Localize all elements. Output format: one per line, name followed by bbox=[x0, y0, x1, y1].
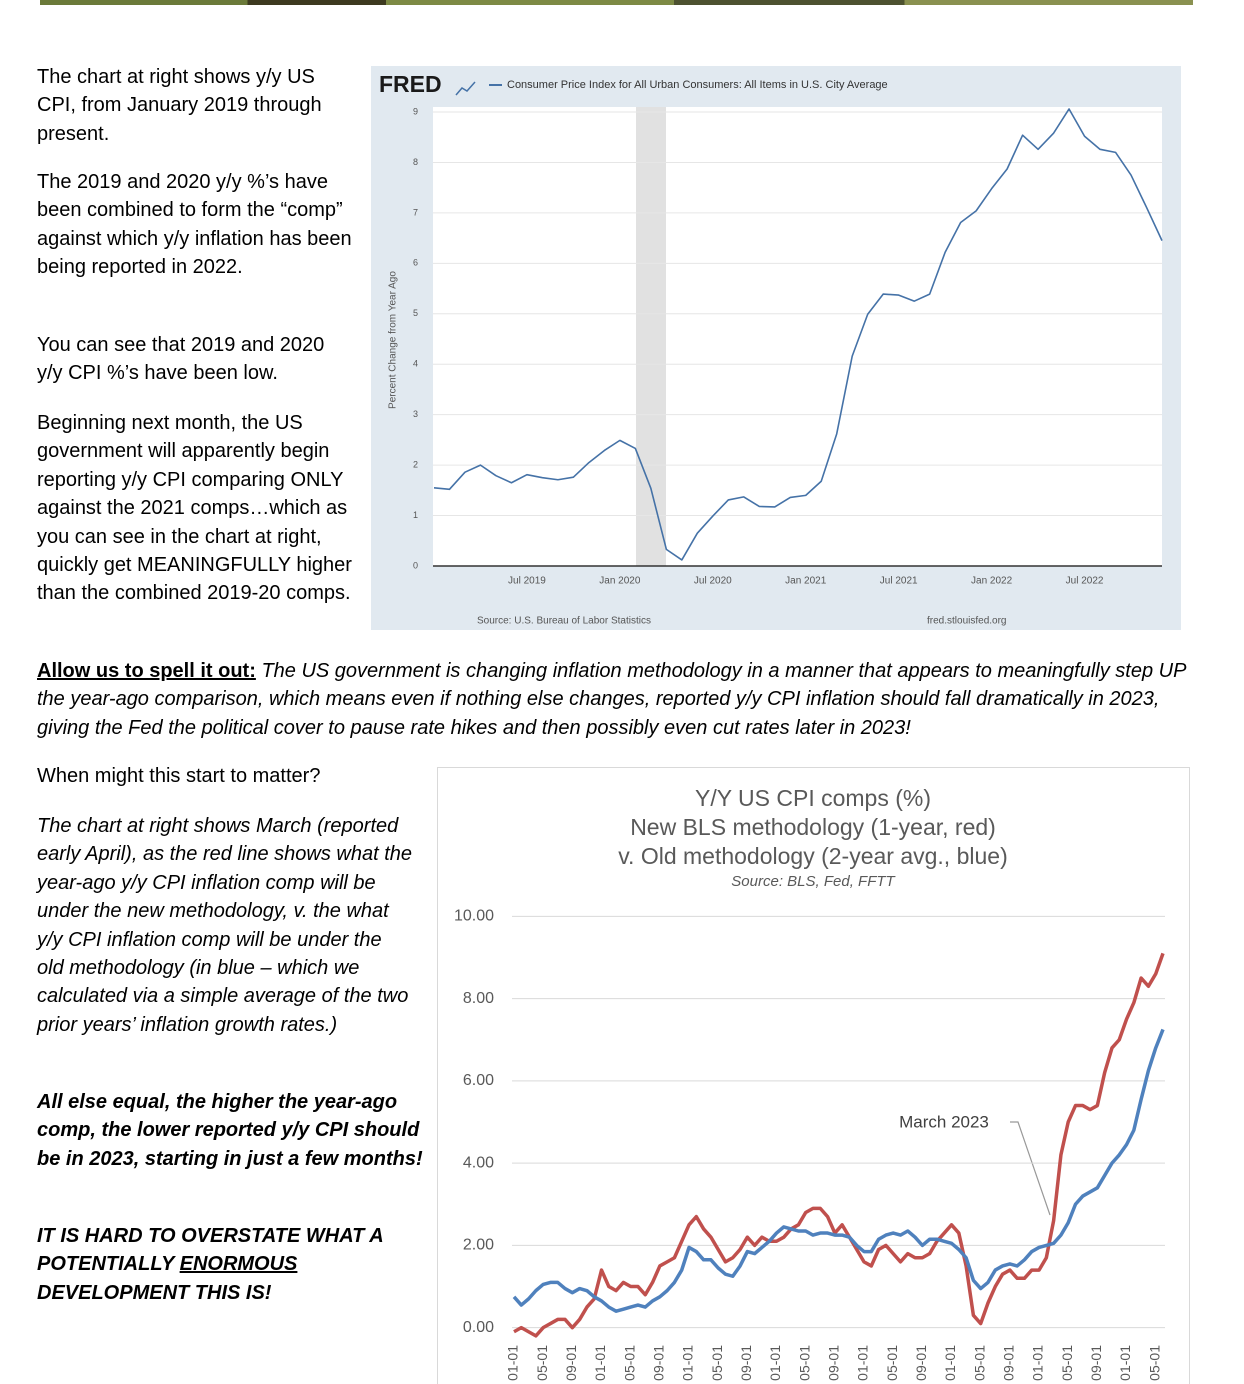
callout-lead: Allow us to spell it out: bbox=[37, 660, 256, 682]
paragraph: The chart at right shows March (reported… bbox=[37, 815, 412, 1036]
x-tick-label: 09-01 bbox=[826, 1345, 842, 1381]
annotation-leader bbox=[1010, 1121, 1051, 1216]
fred-logo: FRED bbox=[379, 71, 442, 97]
claim: All else equal, the higher the year-ago … bbox=[37, 1091, 423, 1170]
callout-body: The US government is changing inflation … bbox=[37, 660, 1186, 739]
x-tick-label: 01-01 bbox=[767, 1345, 783, 1381]
annotation: March 2023 bbox=[899, 1112, 989, 1131]
x-tick-label: Jan 2021 bbox=[785, 576, 827, 587]
closing-text: IT IS HARD TO OVERSTATE WHAT A POTENTIAL… bbox=[37, 1225, 383, 1276]
paragraph: The chart at right shows y/y US CPI, fro… bbox=[37, 66, 322, 145]
x-tick-label: 01-01 bbox=[855, 1345, 871, 1381]
y-tick-label: 2.00 bbox=[463, 1237, 494, 1254]
x-tick-label: Jul 2021 bbox=[880, 576, 918, 587]
x-tick-label: 01-01 bbox=[592, 1345, 608, 1381]
x-tick-label: 01-01 bbox=[1117, 1345, 1133, 1381]
x-tick-label: Jan 2022 bbox=[971, 576, 1013, 587]
y-tick-label: 9 bbox=[413, 106, 418, 116]
x-tick-label: 05-01 bbox=[1146, 1345, 1162, 1381]
y-tick-label: 8.00 bbox=[463, 990, 494, 1007]
x-tick-label: 01-01 bbox=[680, 1345, 696, 1381]
y-tick-label: 4.00 bbox=[463, 1154, 494, 1171]
x-tick-label: 01-01 bbox=[942, 1345, 958, 1381]
y-tick-label: 1 bbox=[413, 510, 418, 520]
x-tick-label: 01-01 bbox=[1030, 1345, 1046, 1381]
fred-plot bbox=[433, 107, 1162, 566]
chart-title: v. Old methodology (2-year avg., blue) bbox=[618, 843, 1007, 869]
fred-icon bbox=[455, 81, 476, 96]
series-line bbox=[512, 1028, 1165, 1313]
x-tick-label: 05-01 bbox=[796, 1345, 812, 1381]
y-tick-label: 8 bbox=[413, 157, 418, 167]
y-tick-label: 0 bbox=[413, 560, 418, 570]
x-tick-label: 05-01 bbox=[884, 1345, 900, 1381]
x-tick-label: 09-01 bbox=[651, 1345, 667, 1381]
x-tick-label: 01-01 bbox=[505, 1345, 521, 1381]
source: Source: U.S. Bureau of Labor Statistics bbox=[477, 616, 651, 627]
series-line bbox=[433, 108, 1163, 561]
x-tick-label: 05-01 bbox=[621, 1345, 637, 1381]
y-tick-label: 2 bbox=[413, 459, 418, 469]
y-tick-label: 7 bbox=[413, 207, 418, 217]
x-tick-label: Jul 2022 bbox=[1066, 576, 1104, 587]
x-tick-label: 09-01 bbox=[1088, 1345, 1104, 1381]
comps-frame bbox=[437, 767, 1190, 1384]
y-axis-label: Percent Change from Year Ago bbox=[388, 271, 399, 409]
question: When might this start to matter? bbox=[37, 765, 321, 787]
x-tick-label: Jan 2020 bbox=[599, 576, 641, 587]
y-tick-label: 6.00 bbox=[463, 1072, 494, 1089]
chart-subtitle: Source: BLS, Fed, FFTT bbox=[731, 873, 896, 890]
legend-label: Consumer Price Index for All Urban Consu… bbox=[507, 79, 888, 91]
header-photo bbox=[40, 0, 1193, 5]
x-tick-label: Jul 2020 bbox=[694, 576, 732, 587]
source-url: fred.stlouisfed.org bbox=[927, 616, 1007, 627]
chart-title: Y/Y US CPI comps (%) bbox=[695, 785, 931, 811]
y-tick-label: 3 bbox=[413, 409, 418, 419]
y-tick-label: 4 bbox=[413, 359, 418, 369]
x-tick-label: 05-01 bbox=[1059, 1345, 1075, 1381]
closing: IT IS HARD TO OVERSTATE WHAT A POTENTIAL… bbox=[37, 1222, 425, 1307]
callout: Allow us to spell it out: The US governm… bbox=[37, 657, 1197, 742]
x-tick-label: 09-01 bbox=[563, 1345, 579, 1381]
recession-shade bbox=[636, 107, 666, 566]
x-tick-label: 09-01 bbox=[1001, 1345, 1017, 1381]
paragraph: The 2019 and 2020 y/y %’s have been comb… bbox=[37, 171, 352, 279]
x-tick-label: 05-01 bbox=[534, 1345, 550, 1381]
chart-title: New BLS methodology (1-year, red) bbox=[630, 814, 996, 840]
paragraph: You can see that 2019 and 2020 y/y CPI %… bbox=[37, 334, 325, 385]
x-tick-label: Jul 2019 bbox=[508, 576, 546, 587]
y-tick-label: 5 bbox=[413, 308, 418, 318]
x-tick-label: 05-01 bbox=[971, 1345, 987, 1381]
y-tick-label: 6 bbox=[413, 258, 418, 268]
x-tick-label: 05-01 bbox=[709, 1345, 725, 1381]
closing-emphasis: ENORMOUS bbox=[179, 1253, 298, 1276]
y-tick-label: 10.00 bbox=[454, 908, 494, 925]
x-tick-label: 09-01 bbox=[913, 1345, 929, 1381]
paragraph: Beginning next month, the US government … bbox=[37, 412, 352, 605]
series-line bbox=[513, 952, 1165, 1338]
y-tick-label: 0.00 bbox=[463, 1319, 494, 1336]
x-tick-label: 09-01 bbox=[738, 1345, 754, 1381]
closing-text: DEVELOPMENT THIS IS! bbox=[37, 1281, 272, 1304]
